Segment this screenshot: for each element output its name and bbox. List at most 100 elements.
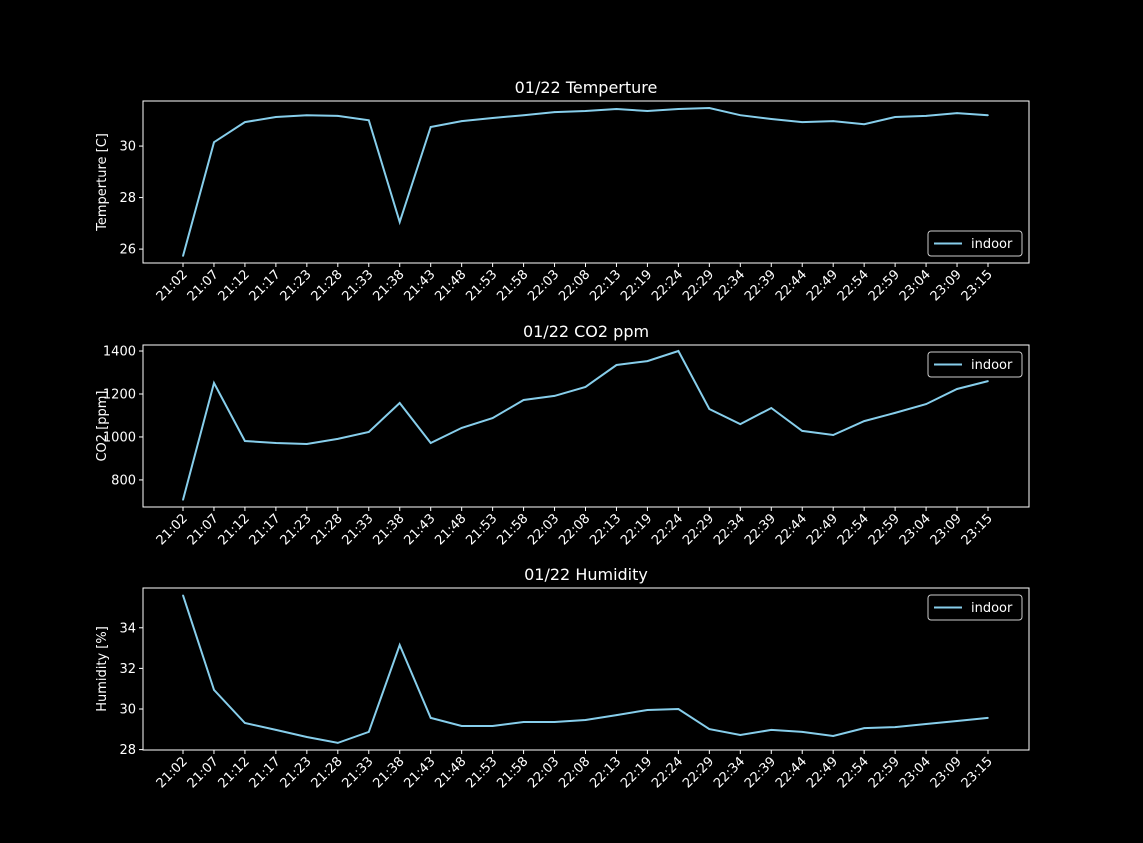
data-point (337, 115, 339, 117)
data-point (429, 717, 432, 719)
y-tick-label: 28 (119, 743, 136, 758)
data-point (677, 108, 680, 110)
data-point (894, 412, 896, 414)
data-point (553, 395, 556, 397)
data-point (306, 114, 308, 116)
x-tick-label: 23:09 (928, 511, 965, 548)
data-point (677, 708, 680, 710)
x-tick-label: 21:48 (432, 754, 469, 791)
data-point (615, 108, 618, 110)
x-tick-label: 21:12 (216, 511, 253, 548)
series-line-indoor (182, 594, 989, 744)
data-point (398, 402, 401, 404)
data-point (398, 221, 401, 223)
data-point (956, 388, 958, 390)
data-point (244, 440, 246, 442)
x-tick-label: 22:29 (680, 754, 717, 791)
data-point (429, 442, 432, 444)
x-tick-label: 22:44 (773, 754, 810, 791)
x-tick-label: 23:04 (897, 511, 934, 548)
y-tick-label: 34 (119, 621, 136, 636)
x-tick-label: 21:33 (339, 511, 376, 548)
data-point (801, 430, 804, 432)
x-tick-label: 21:43 (401, 267, 438, 304)
x-tick-label: 21:38 (370, 754, 407, 791)
x-tick-label: 21:17 (247, 511, 284, 548)
data-point (863, 420, 865, 422)
data-point (801, 121, 804, 123)
x-tick-label: 21:33 (339, 267, 376, 304)
data-point (522, 399, 525, 401)
data-point (739, 423, 742, 425)
data-point (987, 114, 989, 116)
data-point (863, 727, 865, 729)
x-tick-label: 23:09 (928, 754, 965, 791)
x-tick-label: 21:38 (370, 511, 407, 548)
data-point (553, 721, 556, 723)
data-point (460, 725, 463, 727)
x-tick-label: 22:39 (742, 267, 779, 304)
data-point (770, 407, 773, 409)
data-point (213, 141, 215, 144)
x-tick-label: 22:34 (711, 754, 748, 791)
x-tick-label: 22:49 (804, 511, 841, 548)
x-tick-label: 21:53 (463, 267, 500, 304)
x-tick-label: 21:48 (432, 267, 469, 304)
data-point (306, 736, 308, 738)
legend: indoor (927, 230, 1023, 257)
x-tick-label: 22:54 (835, 511, 872, 548)
data-point (275, 116, 277, 118)
data-point (832, 735, 834, 737)
axes-frame (142, 344, 1030, 508)
x-tick-label: 21:43 (401, 511, 438, 548)
data-point (275, 729, 277, 731)
legend-box (927, 230, 1023, 257)
x-tick-label: 22:54 (835, 267, 872, 304)
y-tick-label: 28 (119, 191, 136, 206)
chart-title: 01/22 Humidity (524, 565, 648, 584)
x-tick-label: 22:03 (525, 267, 562, 304)
data-point (367, 119, 370, 122)
x-tick-label: 21:17 (247, 754, 284, 791)
data-point (925, 115, 927, 117)
data-point (708, 107, 711, 109)
x-tick-label: 21:07 (185, 511, 222, 548)
x-tick-label: 21:07 (185, 267, 222, 304)
data-point (770, 118, 773, 120)
data-point (987, 380, 989, 382)
data-point (553, 111, 556, 113)
data-point (708, 408, 711, 410)
data-point (275, 442, 277, 444)
x-tick-label: 21:07 (185, 754, 222, 791)
y-tick-label: 26 (119, 243, 136, 258)
x-tick-label: 21:58 (494, 754, 531, 791)
data-point (987, 717, 989, 719)
data-point (894, 116, 896, 118)
data-point (925, 403, 927, 405)
data-point (522, 114, 525, 116)
data-point (182, 499, 184, 501)
x-tick-label: 22:19 (618, 511, 655, 548)
x-tick-label: 22:59 (866, 267, 903, 304)
chart-title: 01/22 CO2 ppm (523, 322, 649, 341)
data-point (615, 714, 618, 716)
x-tick-label: 22:13 (587, 511, 624, 548)
x-tick-label: 21:17 (247, 267, 284, 304)
data-point (491, 417, 494, 419)
x-tick-label: 23:09 (928, 267, 965, 304)
x-tick-label: 22:19 (618, 267, 655, 304)
series-line-indoor (182, 349, 989, 501)
x-tick-label: 23:04 (897, 754, 934, 791)
subplot-1: 01/22 Temperture Temperture [C] 26 28 30 21:0… (95, 78, 1030, 304)
x-tick-label: 21:02 (154, 267, 191, 304)
axes-frame (142, 100, 1030, 264)
data-point (863, 123, 865, 125)
data-point (832, 434, 834, 436)
data-point (956, 720, 958, 722)
legend-label: indoor (971, 601, 1013, 616)
data-point (739, 114, 742, 116)
x-tick-label: 21:43 (401, 754, 438, 791)
x-tick-label: 21:12 (216, 267, 253, 304)
x-tick-label: 22:03 (525, 754, 562, 791)
